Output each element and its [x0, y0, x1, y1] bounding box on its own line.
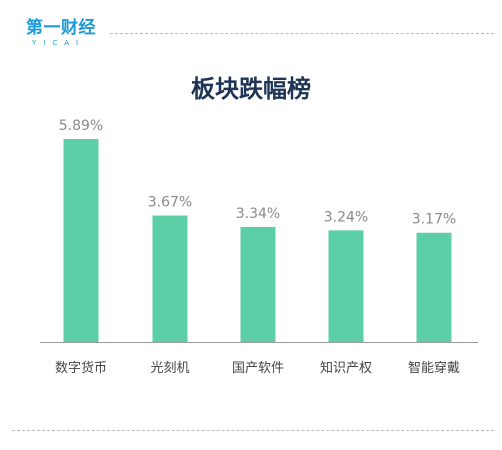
value-label-3: 3.34% — [236, 206, 280, 222]
logo-text: 第一财经 — [26, 18, 96, 38]
value-label-4: 3.24% — [324, 209, 368, 225]
logo-subtext: YICAI — [32, 39, 86, 47]
header-divider — [110, 33, 494, 34]
bar-1 — [63, 139, 99, 342]
yicai-logo: 第一财经 YICAI — [26, 18, 106, 52]
bar-2 — [152, 215, 188, 342]
category-label-1: 数字货币 — [55, 360, 107, 376]
bar-3 — [240, 226, 276, 342]
value-label-2: 3.67% — [148, 195, 192, 211]
bar-5 — [416, 232, 452, 342]
chart-title: 板块跌幅榜 — [191, 75, 311, 103]
bar-4 — [328, 230, 364, 342]
value-label-5: 3.17% — [412, 212, 456, 228]
footer-divider — [12, 430, 494, 431]
value-label-1: 5.89% — [59, 118, 103, 134]
category-label-3: 国产软件 — [232, 361, 284, 376]
category-label-4: 知识产权 — [320, 360, 372, 376]
category-label-5: 智能穿戴 — [408, 360, 460, 376]
category-label-2: 光刻机 — [150, 361, 189, 376]
